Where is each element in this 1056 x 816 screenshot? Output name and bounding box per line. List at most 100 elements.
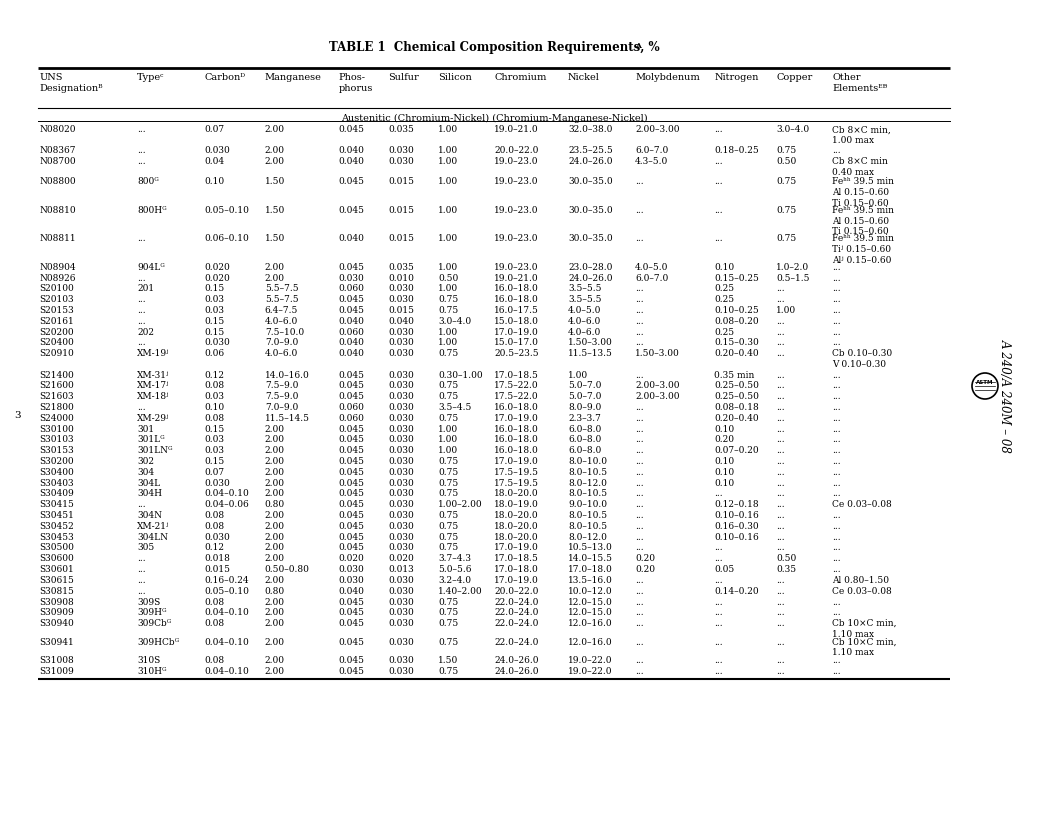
Text: ...: ...: [832, 295, 841, 304]
Text: Nickel: Nickel: [568, 73, 600, 82]
Text: 0.030: 0.030: [389, 446, 414, 455]
Text: 0.25: 0.25: [714, 295, 734, 304]
Text: ...: ...: [636, 446, 644, 455]
Text: ...: ...: [714, 234, 723, 243]
Text: 0.50: 0.50: [776, 157, 796, 166]
Text: 2.00–3.00: 2.00–3.00: [636, 382, 680, 391]
Text: ...: ...: [137, 234, 146, 243]
Text: 20.0–22.0: 20.0–22.0: [494, 587, 539, 596]
Text: 0.75: 0.75: [438, 533, 458, 542]
Text: ...: ...: [832, 667, 841, 676]
Text: 0.030: 0.030: [389, 667, 414, 676]
Text: 7.5–9.0: 7.5–9.0: [265, 382, 298, 391]
Text: 19.0–21.0: 19.0–21.0: [494, 126, 539, 135]
Text: TABLE 1  Chemical Composition Requirements, %: TABLE 1 Chemical Composition Requirement…: [328, 41, 659, 54]
Text: 0.030: 0.030: [389, 490, 414, 499]
Text: ...: ...: [832, 403, 841, 412]
Text: 24.0–26.0: 24.0–26.0: [494, 667, 539, 676]
Text: 0.07–0.20: 0.07–0.20: [714, 446, 759, 455]
Text: Cb 0.10–0.30
V 0.10–0.30: Cb 0.10–0.30 V 0.10–0.30: [832, 349, 892, 369]
Text: S30415: S30415: [39, 500, 74, 509]
Text: S20161: S20161: [39, 317, 74, 326]
Text: 3.0–4.0: 3.0–4.0: [438, 317, 471, 326]
Text: S30908: S30908: [39, 597, 74, 606]
Text: ...: ...: [714, 206, 723, 215]
Text: Chromium: Chromium: [494, 73, 547, 82]
Text: 0.030: 0.030: [389, 414, 414, 423]
Text: 0.20: 0.20: [636, 554, 655, 563]
Text: 0.030: 0.030: [389, 349, 414, 358]
Text: 5.0–7.0: 5.0–7.0: [568, 382, 602, 391]
Text: 17.0–19.0: 17.0–19.0: [494, 457, 540, 466]
Text: 1.00: 1.00: [438, 177, 458, 186]
Text: S20400: S20400: [39, 339, 74, 348]
Text: ...: ...: [137, 576, 146, 585]
Text: 0.03: 0.03: [204, 392, 224, 401]
Text: 0.10–0.16: 0.10–0.16: [714, 533, 759, 542]
Text: 301: 301: [137, 424, 154, 433]
Text: 30.0–35.0: 30.0–35.0: [568, 206, 612, 215]
Text: 0.045: 0.045: [338, 424, 364, 433]
Text: 0.035: 0.035: [389, 126, 414, 135]
Text: N08020: N08020: [39, 126, 76, 135]
Text: 309S: 309S: [137, 597, 161, 606]
Text: 0.030: 0.030: [338, 273, 364, 282]
Text: 0.030: 0.030: [204, 146, 230, 155]
Text: 0.040: 0.040: [338, 146, 364, 155]
Text: 201: 201: [137, 285, 154, 294]
Text: 17.0–18.5: 17.0–18.5: [494, 554, 540, 563]
Text: S30940: S30940: [39, 619, 74, 628]
Text: 0.80: 0.80: [265, 500, 285, 509]
Text: 0.03: 0.03: [204, 306, 224, 315]
Text: 0.80: 0.80: [265, 587, 285, 596]
Text: 1.00: 1.00: [438, 339, 458, 348]
Text: 310Hᴳ: 310Hᴳ: [137, 667, 167, 676]
Text: S30500: S30500: [39, 543, 74, 552]
Text: 1.00: 1.00: [776, 306, 796, 315]
Text: ...: ...: [137, 317, 146, 326]
Text: S21800: S21800: [39, 403, 74, 412]
Text: ...: ...: [636, 206, 644, 215]
Text: 309Hᴳ: 309Hᴳ: [137, 608, 167, 617]
Text: ...: ...: [776, 424, 785, 433]
Text: ...: ...: [832, 656, 841, 665]
Text: ...: ...: [714, 576, 723, 585]
Text: 0.030: 0.030: [389, 543, 414, 552]
Text: Sulfur: Sulfur: [389, 73, 419, 82]
Text: 0.045: 0.045: [338, 295, 364, 304]
Text: 0.045: 0.045: [338, 457, 364, 466]
Text: Cb 10×C min,
1.10 max: Cb 10×C min, 1.10 max: [832, 619, 897, 639]
Text: 16.0–17.5: 16.0–17.5: [494, 306, 540, 315]
Text: 0.50–0.80: 0.50–0.80: [265, 565, 309, 574]
Text: 0.75: 0.75: [776, 234, 796, 243]
Text: S30909: S30909: [39, 608, 74, 617]
Text: 20.0–22.0: 20.0–22.0: [494, 146, 539, 155]
Text: 0.15–0.25: 0.15–0.25: [714, 273, 759, 282]
Text: 23.5–25.5: 23.5–25.5: [568, 146, 612, 155]
Text: ...: ...: [636, 479, 644, 488]
Text: 0.18–0.25: 0.18–0.25: [714, 146, 759, 155]
Text: 24.0–26.0: 24.0–26.0: [568, 157, 612, 166]
Text: 1.00: 1.00: [438, 146, 458, 155]
Text: 0.05–0.10: 0.05–0.10: [204, 206, 249, 215]
Text: ...: ...: [776, 479, 785, 488]
Text: ...: ...: [832, 457, 841, 466]
Text: 0.030: 0.030: [338, 576, 364, 585]
Text: 2.00: 2.00: [265, 457, 285, 466]
Text: ...: ...: [776, 656, 785, 665]
Text: 301LNᴳ: 301LNᴳ: [137, 446, 172, 455]
Text: 0.060: 0.060: [338, 285, 364, 294]
Text: ...: ...: [137, 500, 146, 509]
Text: 6.0–8.0: 6.0–8.0: [568, 424, 601, 433]
Text: ...: ...: [714, 637, 723, 646]
Text: ...: ...: [832, 392, 841, 401]
Text: 2.00: 2.00: [265, 637, 285, 646]
Text: 3.5–5.5: 3.5–5.5: [568, 295, 602, 304]
Text: ...: ...: [636, 522, 644, 531]
Text: 0.045: 0.045: [338, 656, 364, 665]
Text: ...: ...: [776, 500, 785, 509]
Text: 2.00: 2.00: [265, 576, 285, 585]
Text: ...: ...: [137, 565, 146, 574]
Text: 4.0–6.0: 4.0–6.0: [568, 317, 601, 326]
Text: 0.08: 0.08: [204, 511, 224, 520]
